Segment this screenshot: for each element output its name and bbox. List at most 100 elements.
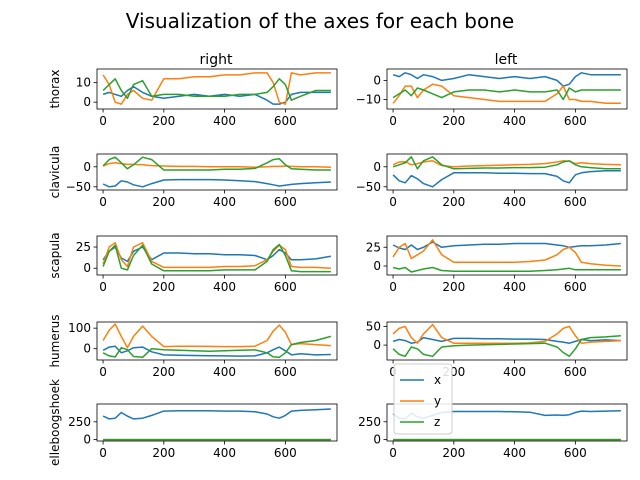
axes-frame [386,68,628,110]
subplot-clavicula-right: 0 200 400 600 0 −50 clavicula [48,146,338,209]
legend-label-y: y [434,394,441,408]
x-tick-label: 200 [442,446,465,460]
x-tick-label: 400 [213,280,236,294]
y-tick-label: 0 [373,259,381,273]
x-tick-label: 600 [274,446,297,460]
series-line-x [392,170,621,188]
x-tick-label: 0 [99,195,107,209]
y-tick-label: 25 [366,240,381,254]
subplot-scapula-right: 0 200 400 600 0 25 scapula [48,232,338,294]
x-tick-label: 600 [274,280,297,294]
y-tick-label: −10 [356,92,381,106]
series-line-y [392,323,621,344]
y-tick-label: 0 [83,160,91,174]
y-axis-label: thorax [48,69,62,108]
x-tick-label: 200 [442,114,465,128]
legend: xyz [393,363,453,435]
legend-box [393,363,453,435]
series-line-y [392,239,621,267]
x-tick-label: 600 [564,365,587,379]
x-tick-label: 600 [274,365,297,379]
y-tick-label: −50 [356,180,381,194]
series-line-z [392,266,621,273]
x-tick-label: 600 [564,195,587,209]
x-tick-label: 200 [152,195,175,209]
x-tick-label: 200 [152,114,175,128]
series-line-x [102,345,331,357]
axes-frame [96,68,338,110]
series-line-x [392,72,621,87]
x-tick-label: 0 [99,114,107,128]
y-tick-label: 0 [83,342,91,356]
x-tick-label: 0 [389,280,397,294]
x-tick-label: 200 [442,280,465,294]
x-tick-label: 400 [213,446,236,460]
x-tick-label: 0 [389,365,397,379]
series-line-z [392,156,621,170]
axes-frame [386,235,628,276]
x-tick-label: 600 [564,114,587,128]
series-line-z [392,335,621,358]
axes-frame [386,403,628,442]
y-tick-label: 0 [83,261,91,275]
series-line-x [102,178,331,188]
subplot-elleboogshoek-right: 0 200 400 600 0 250 elleboogshoek [48,379,338,466]
series-line-z [102,335,332,359]
x-tick-label: 200 [152,446,175,460]
x-tick-label: 600 [564,280,587,294]
axes-frame [386,153,628,191]
subplot-thorax-right: 0 200 400 600 0 10 thorax [48,68,338,128]
subplot-scapula-left: 0 200 400 600 0 25 [366,235,628,294]
y-tick-label: 50 [366,319,381,333]
x-tick-label: 0 [99,365,107,379]
y-tick-label: 10 [76,76,91,90]
series-line-y [102,72,331,105]
column-title-left: left [495,52,518,68]
y-tick-label: 0 [373,73,381,87]
x-tick-label: 600 [564,446,587,460]
y-axis-label: clavicula [48,146,62,199]
legend-label-x: x [434,373,441,387]
axes-frame [96,321,338,361]
axes-frame [96,153,338,191]
y-tick-label: 0 [83,433,91,447]
subplot-humerus-right: 0 200 400 600 0 100 humerus [48,314,338,379]
series-line-x [102,85,331,105]
x-tick-label: 400 [213,365,236,379]
x-tick-label: 400 [503,446,526,460]
x-tick-label: 400 [503,365,526,379]
y-tick-label: 0 [373,160,381,174]
x-tick-label: 200 [152,280,175,294]
subplot-grid: 0 200 400 600 0 10 thorax 0 200 400 600 0 −10 0 200 400… [48,68,628,466]
x-tick-label: 400 [503,195,526,209]
y-tick-label: 0 [83,95,91,109]
y-tick-label: 0 [373,433,381,447]
x-tick-label: 600 [274,114,297,128]
legend-label-z: z [434,415,440,429]
series-line-y [392,83,621,105]
series-line-x [102,246,332,263]
y-axis-label: humerus [48,314,62,367]
y-tick-label: 250 [68,415,91,429]
x-tick-label: 400 [213,114,236,128]
y-tick-label: 25 [76,240,91,254]
subplot-thorax-left: 0 200 400 600 0 −10 [356,68,628,128]
x-tick-label: 0 [389,114,397,128]
series-line-x [102,408,331,420]
x-tick-label: 600 [274,195,297,209]
x-tick-label: 0 [389,446,397,460]
series-line-z [392,87,621,101]
y-axis-label: elleboogshoek [48,379,62,466]
x-tick-label: 0 [99,446,107,460]
series-line-z [102,78,331,101]
x-tick-label: 400 [503,114,526,128]
column-title-right: right [200,52,233,68]
series-line-x [392,241,621,251]
y-tick-label: 100 [68,321,91,335]
axes-frame [386,321,628,361]
figure-title: Visualization of the axes for each bone [126,9,514,33]
y-tick-label: 0 [373,338,381,352]
y-tick-label: −50 [66,180,91,194]
